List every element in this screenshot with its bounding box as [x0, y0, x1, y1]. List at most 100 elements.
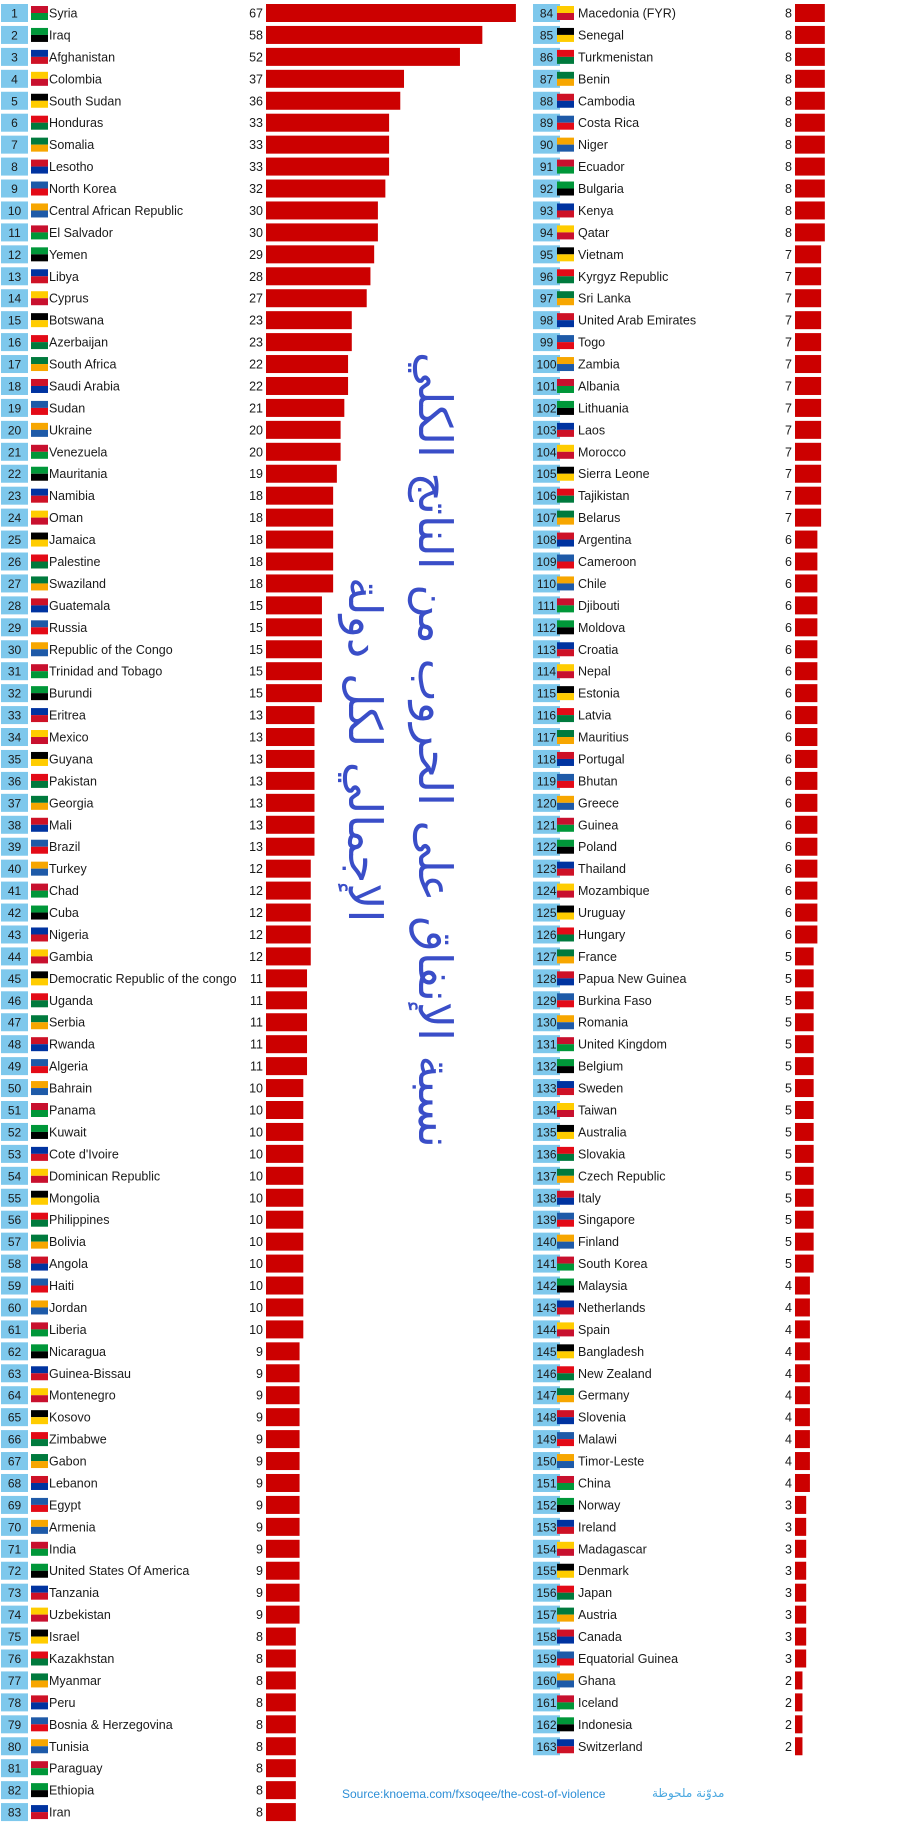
flag-icon — [557, 1739, 574, 1747]
country-label: Togo — [578, 336, 605, 350]
value-label: 9 — [256, 1520, 263, 1534]
value-label: 8 — [256, 1718, 263, 1732]
flag-icon-lower — [557, 34, 574, 42]
country-label: Switzerland — [578, 1740, 643, 1754]
flag-icon — [557, 313, 574, 321]
rank-label: 37 — [8, 796, 22, 810]
flag-icon — [31, 730, 48, 738]
rank-badge — [1, 1803, 28, 1822]
bar — [266, 662, 322, 681]
value-label: 4 — [785, 1367, 792, 1381]
bar — [795, 201, 825, 220]
bar — [266, 1276, 304, 1295]
flag-icon — [31, 115, 48, 123]
rank-badge — [1, 47, 28, 66]
rank-label: 29 — [8, 621, 22, 635]
value-label: 3 — [785, 1586, 792, 1600]
bar — [795, 464, 822, 483]
value-label: 5 — [785, 994, 792, 1008]
rank-badge — [1, 1759, 28, 1778]
rank-label: 151 — [536, 1476, 556, 1490]
value-label: 5 — [785, 1038, 792, 1052]
bar — [266, 69, 405, 88]
rank-badge — [1, 1079, 28, 1098]
rank-badge — [1, 530, 28, 549]
rank-badge — [533, 1210, 560, 1229]
bar — [266, 1122, 304, 1141]
rank-badge — [1, 289, 28, 308]
value-label: 5 — [785, 1191, 792, 1205]
flag-icon — [557, 993, 574, 1001]
flag-icon-lower — [31, 583, 48, 591]
value-label: 4 — [785, 1279, 792, 1293]
rank-badge — [533, 1649, 560, 1668]
bar — [795, 355, 822, 374]
value-label: 28 — [249, 270, 263, 284]
rank-label: 25 — [8, 533, 22, 547]
bar — [795, 552, 818, 571]
flag-icon — [31, 335, 48, 343]
value-label: 8 — [256, 1674, 263, 1688]
flag-icon-lower — [31, 1724, 48, 1732]
country-label: China — [578, 1476, 611, 1490]
flag-icon — [31, 400, 48, 408]
rank-label: 100 — [536, 358, 556, 372]
country-label: Egypt — [49, 1498, 81, 1512]
bar — [266, 135, 390, 154]
rank-label: 15 — [8, 314, 22, 328]
flag-icon-lower — [31, 1570, 48, 1578]
value-label: 15 — [249, 621, 263, 635]
rank-badge — [533, 640, 560, 659]
flag-icon-lower — [557, 956, 574, 964]
value-label: 9 — [256, 1564, 263, 1578]
flag-icon — [31, 1717, 48, 1725]
flag-icon — [557, 664, 574, 672]
rank-badge — [1, 1210, 28, 1229]
bar — [795, 398, 822, 417]
rank-label: 143 — [536, 1301, 556, 1315]
country-label: Sierra Leone — [578, 467, 650, 481]
value-label: 5 — [785, 1016, 792, 1030]
flag-icon-lower — [31, 561, 48, 569]
bar — [266, 706, 315, 725]
flag-icon-lower — [557, 1548, 574, 1556]
flag-icon — [31, 466, 48, 474]
flag-icon — [557, 949, 574, 957]
flag-icon — [31, 269, 48, 277]
flag-icon — [557, 1388, 574, 1396]
country-label: Libya — [49, 270, 79, 284]
flag-icon-lower — [31, 956, 48, 964]
value-label: 8 — [785, 160, 792, 174]
bar — [795, 1473, 810, 1492]
rank-label: 56 — [8, 1213, 22, 1227]
country-label: Bhutan — [578, 774, 618, 788]
country-label: Nicaragua — [49, 1345, 106, 1359]
value-label: 6 — [785, 796, 792, 810]
flag-icon-lower — [31, 1636, 48, 1644]
country-label: United Arab Emirates — [578, 314, 696, 328]
rank-badge — [533, 245, 560, 264]
rank-badge — [1, 69, 28, 88]
rank-badge — [1, 376, 28, 395]
rank-label: 5 — [11, 94, 18, 108]
rank-badge — [1, 1473, 28, 1492]
rank-label: 81 — [8, 1762, 22, 1776]
rank-label: 84 — [540, 7, 554, 21]
rank-label: 20 — [8, 423, 22, 437]
flag-icon — [557, 1256, 574, 1264]
country-label: Somalia — [49, 138, 94, 152]
value-label: 13 — [249, 840, 263, 854]
flag-icon — [31, 313, 48, 321]
rank-label: 149 — [536, 1433, 556, 1447]
value-label: 9 — [256, 1608, 263, 1622]
flag-icon-lower — [557, 473, 574, 481]
country-label: Greece — [578, 796, 619, 810]
rank-badge — [1, 398, 28, 417]
country-label: Uganda — [49, 994, 93, 1008]
bar — [795, 618, 818, 637]
flag-icon — [557, 532, 574, 540]
value-label: 9 — [256, 1433, 263, 1447]
flag-icon — [31, 422, 48, 430]
value-label: 8 — [785, 204, 792, 218]
country-label: Paraguay — [49, 1762, 103, 1776]
